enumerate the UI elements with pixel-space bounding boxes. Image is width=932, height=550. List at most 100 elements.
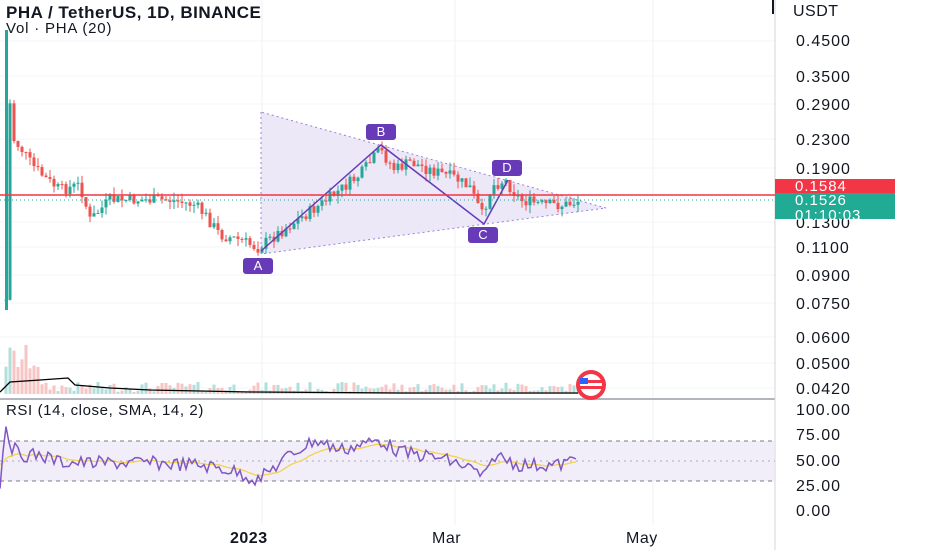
candle-body [140,199,144,202]
volume-bar [64,387,68,394]
candle-body [88,206,92,217]
candle-body [508,179,512,193]
candle-body [188,202,192,206]
candle-body [448,170,452,174]
volume-bar [544,390,548,394]
triangle-shape [260,111,607,255]
volume-bar [84,388,88,394]
volume-bar [408,387,412,394]
volume-bar [148,388,152,394]
candle-body [504,179,508,184]
volume-bar [296,382,300,394]
time-tick-2023: 2023 [230,530,268,547]
volume-bar [392,383,396,394]
volume-bar [16,366,20,394]
horizontal-line-price-tag[interactable]: 0.1584 [775,179,895,195]
price-tick: 0.2900 [796,97,851,114]
volume-bar [448,389,452,394]
candle-body [212,223,216,228]
candle-body [384,150,388,163]
volume-bar [520,384,524,394]
candle-body [316,205,320,213]
candle-body [104,199,108,208]
candle-body [460,178,464,182]
volume-bar [80,385,84,394]
pattern-point-d[interactable]: D [492,160,522,176]
candle-body [324,200,328,202]
volume-bar [480,385,484,394]
volume-bar [500,388,504,394]
candle-body [304,216,308,219]
volume-bar [228,386,232,394]
price-tick: 0.0420 [796,381,851,398]
volume-bar [384,384,388,394]
volume-bar [276,384,280,394]
volume-bar [40,384,44,394]
candle-body [436,168,440,176]
volume-bar [568,384,572,394]
volume-bar [68,387,72,394]
rsi-plot[interactable] [0,426,775,489]
pattern-point-a[interactable]: A [243,258,273,274]
candle-body [248,238,252,245]
abcd-pattern[interactable] [260,144,509,252]
volume-bar [204,391,208,394]
volume-bar [284,388,288,394]
candle-body [44,175,48,178]
rsi-line [0,426,577,489]
candle-body [224,239,228,242]
rsi-tick: 25.00 [796,478,842,495]
volume-bar [440,387,444,394]
rsi-indicator-label[interactable]: RSI (14, close, SMA, 14, 2) [6,402,204,419]
candle-body [572,204,576,206]
volume-indicator-label[interactable]: Vol · PHA (20) [6,20,113,37]
candle-body [480,203,484,210]
candle-body [368,162,372,164]
candle-body [28,152,32,158]
volume-bar [444,389,448,394]
candle-body [216,223,220,230]
last-price-tag[interactable]: 0.1526 01:10:03 [775,193,895,223]
grid-lines [0,0,775,525]
candle-body [356,177,360,182]
candle-body [204,212,208,214]
candle-body [420,164,424,166]
volume-bar [160,382,164,394]
candle-body [160,196,164,200]
candle-body [424,165,428,174]
volume-bar [556,386,560,394]
earnings-flag-icon[interactable] [576,370,606,400]
candle-body [168,200,172,202]
volume-bar [272,384,276,394]
volume-bar [180,383,184,394]
candle-body [372,152,376,163]
candle-body [408,159,412,161]
candle-body [560,206,564,210]
pattern-point-c[interactable]: C [468,227,498,243]
volume-bar [536,390,540,394]
candle-body [40,167,44,176]
candle-body [280,230,284,237]
symbol-title[interactable]: PHA / TetherUS, 1D, BINANCE [6,3,262,22]
candle-body [392,162,396,171]
volume-bar [72,390,76,394]
currency-label[interactable]: USDT [793,3,839,20]
rsi-tick: 0.00 [796,503,832,520]
volume-bar [364,386,368,394]
pattern-point-b[interactable]: B [366,124,396,140]
volume-bar [336,383,340,394]
candle-body [484,208,488,210]
volume-bar [372,388,376,394]
price-tick: 0.0500 [796,356,851,373]
candlesticks[interactable] [4,30,580,310]
volume-bar [360,388,364,394]
triangle-pattern[interactable] [260,111,607,255]
price-tick: 0.1100 [796,240,850,257]
candle-body [176,200,180,202]
candle-body [144,199,148,201]
volume-bar [56,391,60,394]
candle-body [208,212,212,228]
volume-bar [128,389,132,394]
candle-body [352,176,356,182]
